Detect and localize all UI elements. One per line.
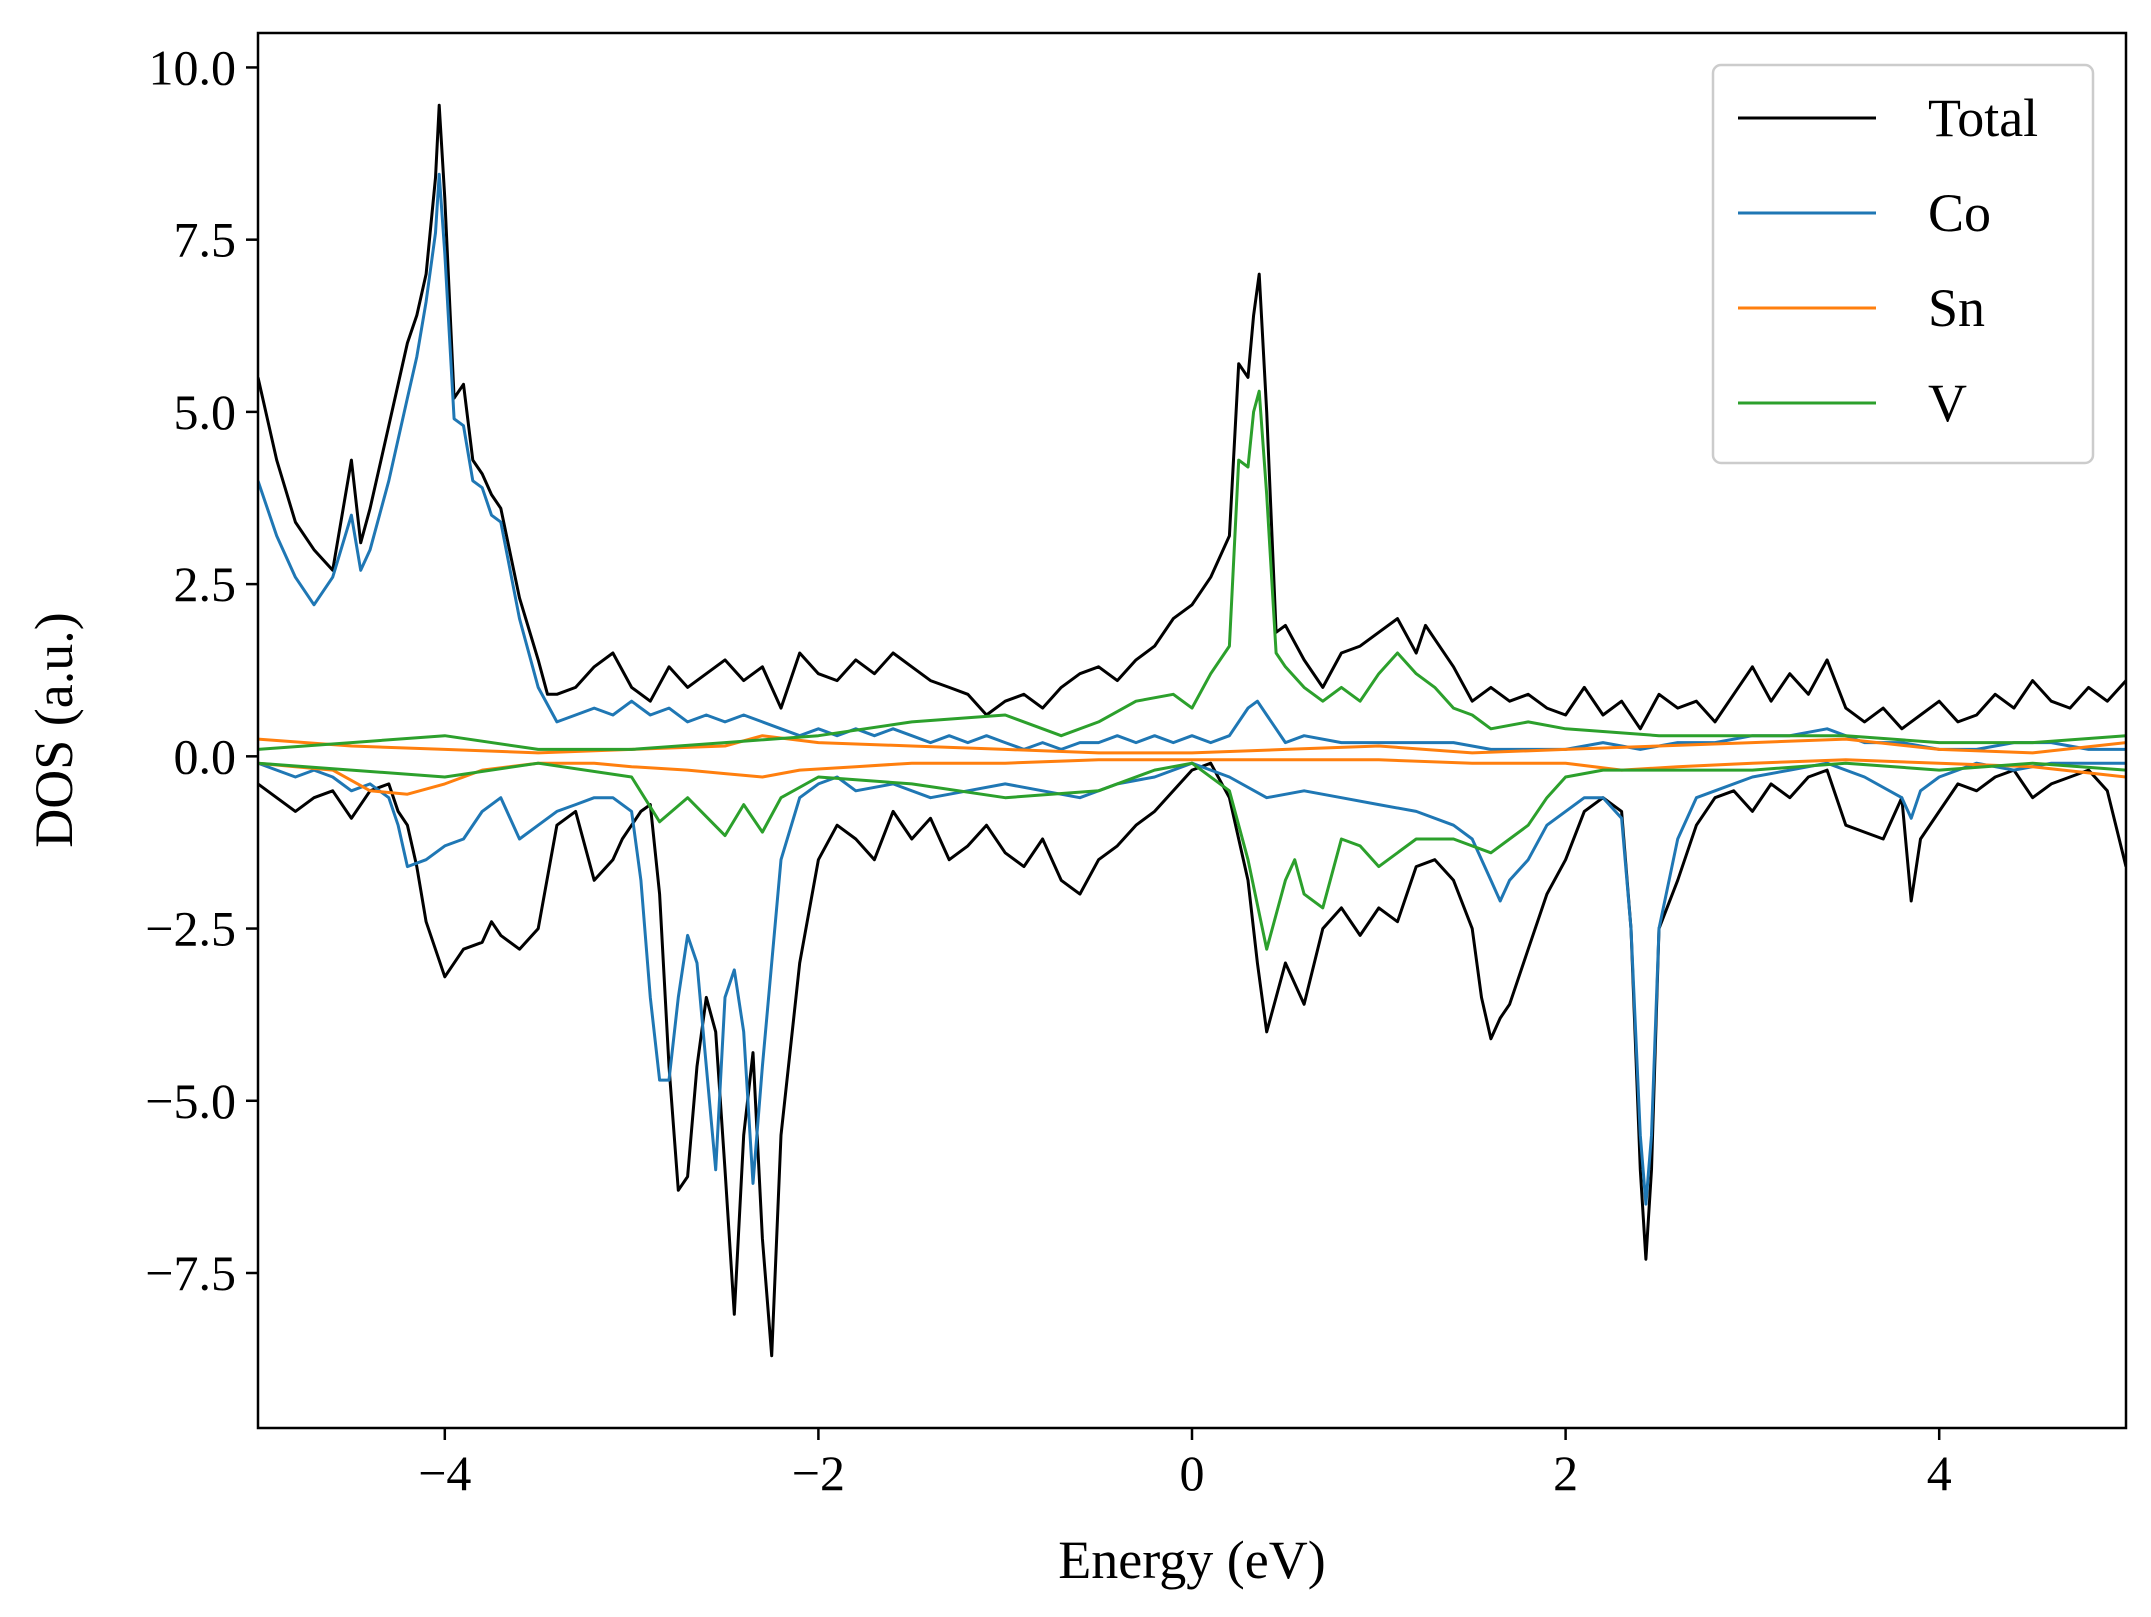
y-tick-label: −2.5 [145, 901, 236, 957]
x-tick-label: −4 [418, 1445, 471, 1501]
series-line-sn-spin-down [258, 758, 2126, 796]
series-line-co-spin-down [258, 761, 2126, 1206]
y-tick-label: 10.0 [149, 39, 237, 95]
series-line-total-spin-down [258, 761, 2126, 1358]
legend-box [1711, 63, 2095, 465]
y-tick-label: 2.5 [174, 556, 237, 612]
legend-label-v: V [1928, 373, 1967, 433]
x-tick-label: 2 [1553, 1445, 1578, 1501]
x-tick-label: 0 [1180, 1445, 1205, 1501]
y-tick-label: 5.0 [174, 384, 237, 440]
x-axis-label: Energy (eV) [1058, 1530, 1325, 1590]
y-tick-label: −7.5 [145, 1245, 236, 1301]
x-tick-label: −2 [792, 1445, 845, 1501]
ticks-layer: −4 −2 0 2 4 −7.5 −5.0 −2.5 0.0 2.5 5.0 7.5 10.0 [145, 39, 1951, 1501]
series-line-co-spin-up [258, 172, 2126, 751]
y-axis-label: DOS (a.u.) [24, 612, 84, 847]
series-line-v-spin-down [258, 761, 2126, 951]
y-tick-label: 7.5 [174, 212, 237, 268]
series-layer [258, 103, 2126, 1358]
series-line-sn-spin-up [258, 734, 2126, 755]
legend: Total Co Sn V [1711, 63, 2095, 465]
series-line-total-spin-up [258, 103, 2126, 731]
series-line-v-spin-up [258, 389, 2126, 751]
y-tick-label: −5.0 [145, 1073, 236, 1129]
y-tick-label: 0.0 [174, 728, 237, 784]
legend-items: Total Co Sn V [1738, 88, 2038, 433]
legend-label-co: Co [1928, 183, 1991, 243]
x-tick-label: 4 [1927, 1445, 1952, 1501]
legend-label-sn: Sn [1928, 278, 1985, 338]
legend-label-total: Total [1928, 88, 2038, 148]
